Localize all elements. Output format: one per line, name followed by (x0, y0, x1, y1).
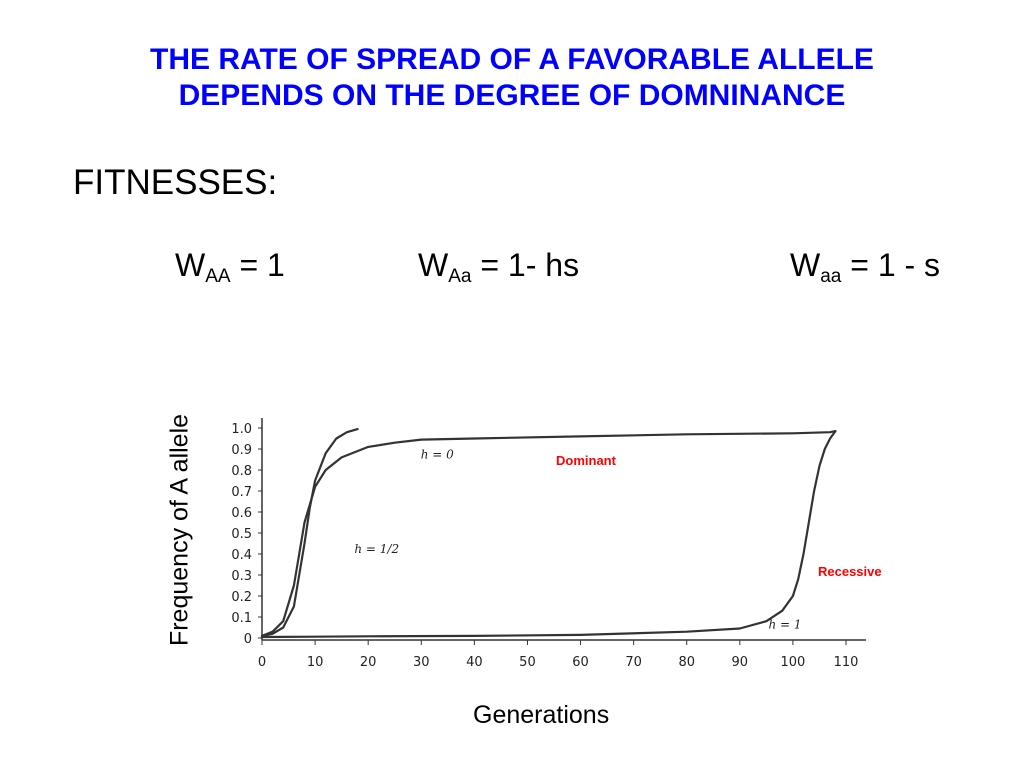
x-tick-label: 60 (572, 655, 589, 670)
y-tick-label: 0.2 (231, 590, 252, 605)
y-tick-label: 0.6 (231, 506, 252, 521)
series-line-3 (260, 430, 837, 639)
y-tick-label: 1.0 (231, 422, 252, 437)
x-tick-label: 30 (413, 655, 430, 670)
y-tick-label: 0.4 (231, 548, 252, 563)
fitness-Aa-value: = 1- hs (471, 247, 580, 283)
fitness-Aa-w: W (418, 247, 449, 283)
y-tick-label: 0.7 (231, 485, 252, 500)
fitness-AA: WAA = 1 (175, 245, 285, 297)
x-tick-label: 40 (466, 655, 483, 670)
fitness-Aa: WAa = 1- hs (418, 245, 579, 297)
x-tick-label: 50 (519, 655, 536, 670)
series-label-3: h = 1 (768, 618, 801, 632)
x-tick-label: 90 (732, 655, 749, 670)
x-tick-label: 80 (678, 655, 695, 670)
x-tick-label: 20 (360, 655, 377, 670)
slide-title: THE RATE OF SPREAD OF A FAVORABLE ALLELE… (0, 42, 1024, 114)
x-tick-label: 100 (780, 655, 805, 670)
y-tick-label: 0.3 (231, 569, 252, 584)
title-line-2: DEPENDS ON THE DEGREE OF DOMNINANCE (178, 79, 846, 112)
x-tick-label: 0 (258, 655, 266, 670)
y-tick-label: 0.1 (231, 611, 252, 626)
fitness-AA-w: W (175, 247, 206, 283)
y-tick-label: 0 (244, 632, 252, 647)
title-line-1: THE RATE OF SPREAD OF A FAVORABLE ALLELE (150, 43, 874, 76)
fitness-Aa-sub: Aa (448, 266, 472, 287)
series-line-2 (260, 428, 359, 637)
fitness-aa-value: = 1 - s (841, 247, 941, 283)
series-line-1 (260, 430, 837, 637)
annotation-dominant: Dominant (556, 453, 617, 468)
y-tick-label: 0.9 (231, 443, 252, 458)
x-tick-label: 110 (834, 655, 859, 670)
x-axis-label: Generations (473, 701, 610, 729)
fitness-aa: Waa = 1 - s (790, 245, 940, 297)
fitness-aa-sub: aa (820, 266, 842, 287)
series-label-1: h = 0 (421, 448, 454, 462)
fitness-aa-w: W (790, 247, 821, 283)
x-tick-label: 70 (625, 655, 642, 670)
annotation-recessive: Recessive (818, 564, 882, 579)
y-tick-label: 0.5 (231, 527, 252, 542)
fitness-AA-value: = 1 (230, 247, 285, 283)
fitnesses-heading: FITNESSES: (73, 163, 278, 202)
x-tick-label: 10 (307, 655, 324, 670)
y-tick-label: 0.8 (231, 464, 252, 479)
fitness-AA-sub: AA (205, 266, 231, 287)
series-label-2: h = 1/2 (354, 542, 399, 556)
